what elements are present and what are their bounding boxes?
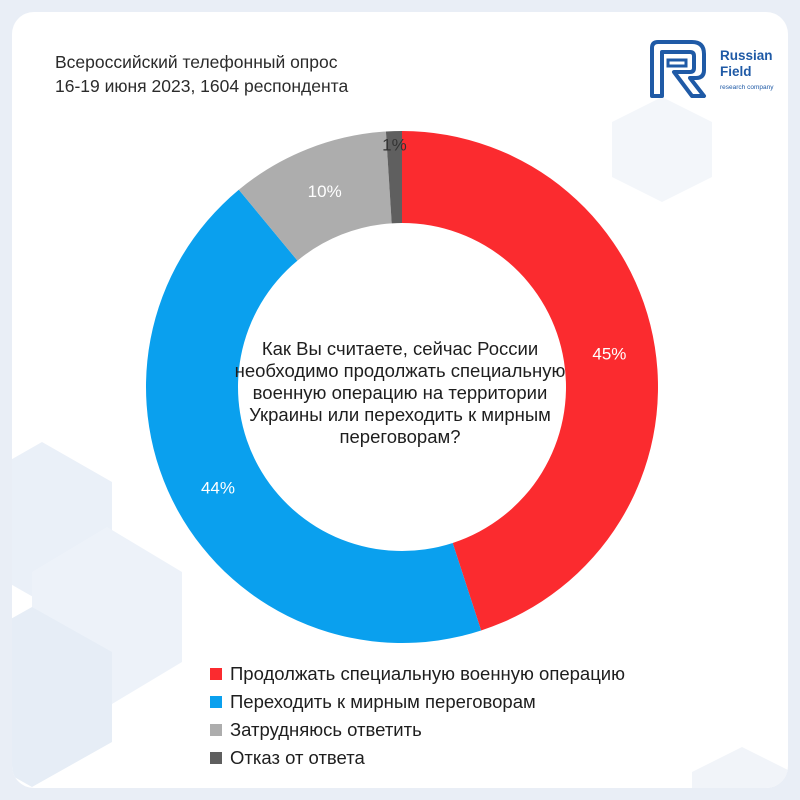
donut-slice-1 (402, 131, 658, 631)
logo-tagline: research company (720, 84, 774, 91)
legend-swatch-3 (210, 724, 222, 736)
logo-text-russian: Russian (720, 48, 773, 63)
legend-item-4: Отказ от ответа (210, 744, 625, 772)
legend-swatch-4 (210, 752, 222, 764)
legend-swatch-2 (210, 696, 222, 708)
legend-label-2: Переходить к мирным переговорам (230, 691, 536, 712)
slice-label-1: 45% (592, 345, 626, 364)
russian-field-logo: Russian Field research company (644, 38, 784, 102)
survey-dates: 16-19 июня 2023, 1604 респондента (55, 76, 349, 96)
legend-item-3: Затрудняюсь ответить (210, 716, 625, 744)
legend-item-2: Переходить к мирным переговорам (210, 688, 625, 716)
donut-slice-3 (238, 131, 392, 261)
survey-question: Как Вы считаете, сейчас России необходим… (234, 338, 566, 447)
logo-text-field: Field (720, 64, 752, 79)
survey-header: Всероссийский телефонный опрос 16-19 июн… (55, 50, 348, 98)
donut-slice-4 (385, 131, 402, 224)
logo-mark-icon (650, 40, 706, 98)
slice-label-4: 1% (382, 136, 407, 155)
legend-label-4: Отказ от ответа (230, 747, 365, 768)
survey-title: Всероссийский телефонный опрос (55, 52, 338, 72)
legend-item-1: Продолжать специальную военную операцию (210, 660, 625, 688)
slice-label-3: 10% (308, 182, 342, 201)
slice-label-2: 44% (201, 479, 235, 498)
legend-label-1: Продолжать специальную военную операцию (230, 663, 626, 684)
legend-swatch-1 (210, 668, 222, 680)
chart-legend: Продолжать специальную военную операцию П… (210, 660, 625, 772)
legend-label-3: Затрудняюсь ответить (230, 719, 422, 740)
donut-slice-2 (146, 189, 482, 644)
